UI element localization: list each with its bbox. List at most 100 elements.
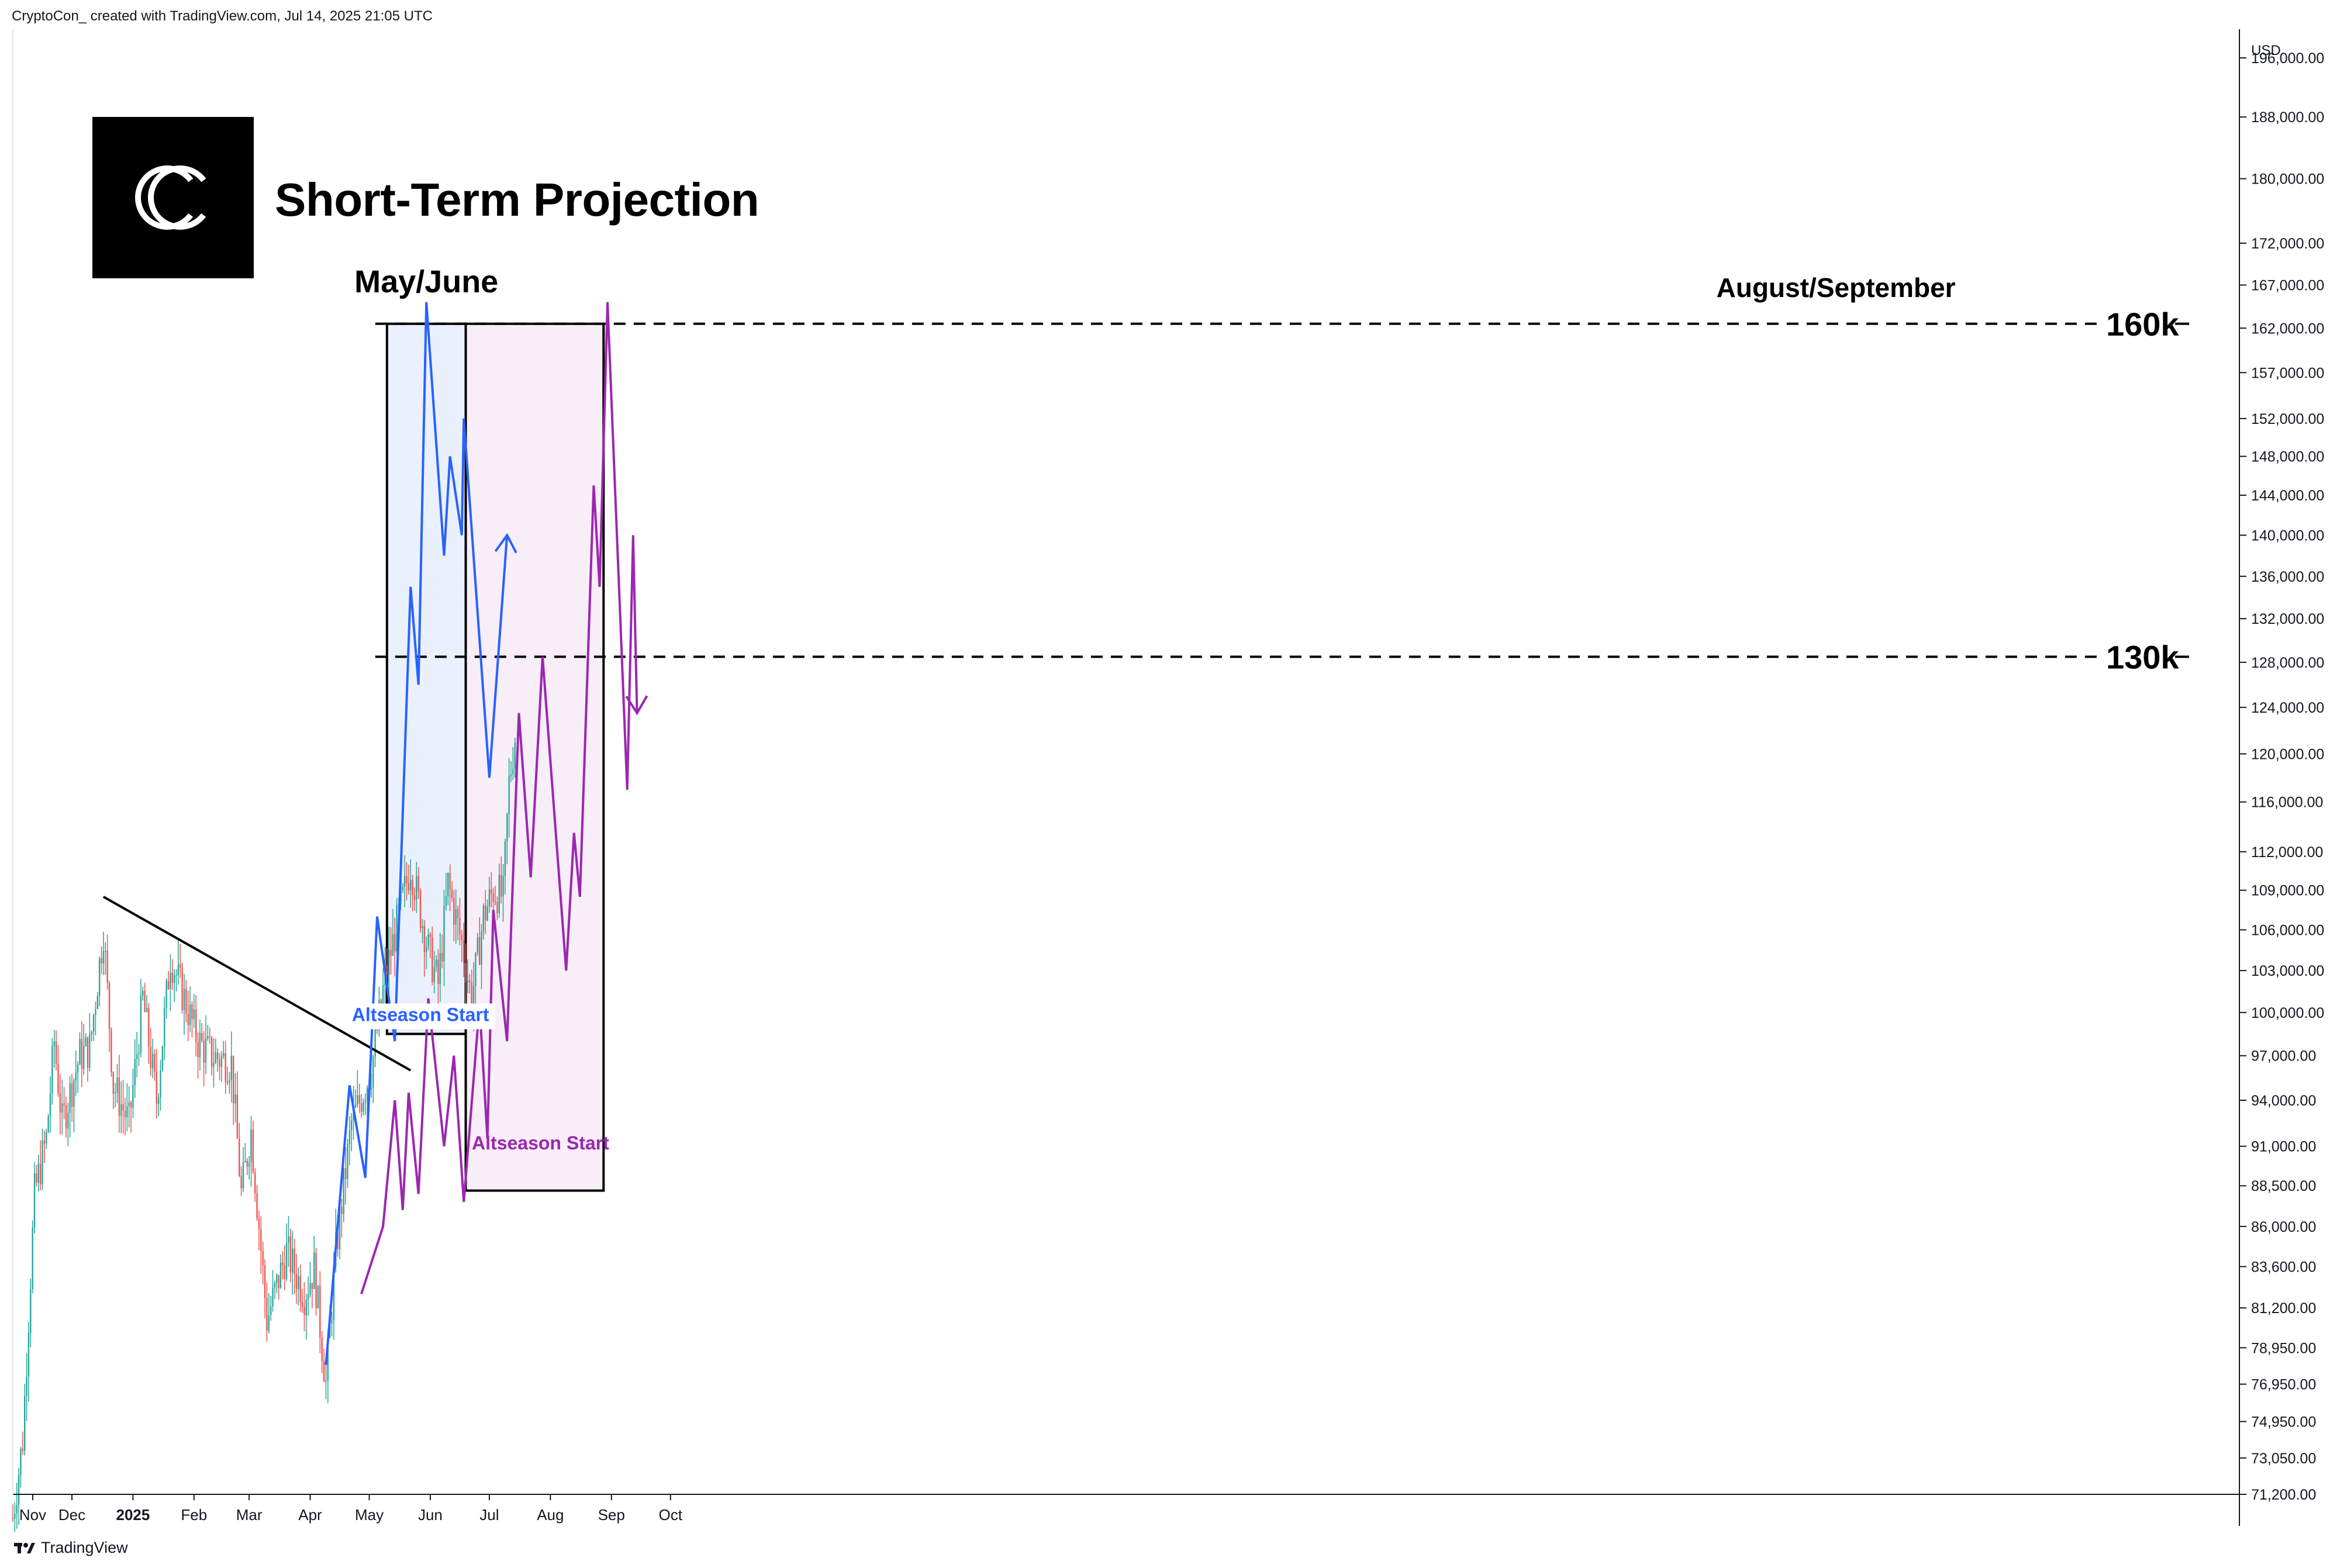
candle-body [114, 1092, 116, 1094]
candle-body [382, 985, 384, 1005]
candle-body [427, 934, 429, 947]
candle-body [102, 951, 105, 964]
candle-body [331, 1320, 333, 1324]
candle-body [417, 876, 419, 892]
candle-body [276, 1275, 278, 1283]
candle-body [266, 1298, 268, 1331]
candle-body [437, 959, 439, 985]
y-tick-label: 132,000.00 [2251, 611, 2324, 627]
candle-body [229, 1080, 230, 1083]
candle-body [248, 1162, 250, 1167]
x-tick-label: Oct [659, 1506, 683, 1524]
candle-body [372, 1056, 374, 1088]
candle-body [274, 1283, 276, 1288]
candle-body [386, 965, 388, 975]
candle-body [258, 1218, 260, 1229]
y-tick-label: 74,950.00 [2251, 1414, 2316, 1430]
y-tick-label: 128,000.00 [2251, 655, 2324, 671]
candle-body [433, 967, 435, 983]
candle-body [81, 1039, 83, 1069]
candle-body [343, 1168, 344, 1214]
tradingview-brand: TradingView [41, 1539, 128, 1556]
candle-body [37, 1163, 39, 1183]
tradingview-footer[interactable]: TradingView [14, 1539, 128, 1557]
altseason-label-2: Altseason Start [472, 1132, 609, 1153]
y-tick-label: 78,950.00 [2251, 1340, 2316, 1356]
candle-body [459, 918, 461, 935]
x-tick-label: Jun [418, 1506, 443, 1524]
level-label-130k: 130k [2106, 638, 2179, 675]
candle-body [419, 891, 422, 928]
candle-body [403, 876, 406, 887]
candle-body [390, 949, 392, 956]
candle-body [491, 889, 492, 894]
x-tick-label: Dec [58, 1506, 85, 1524]
y-tick-label: 103,000.00 [2251, 963, 2324, 979]
candle-body [457, 909, 459, 918]
y-tick-label: 76,950.00 [2251, 1377, 2316, 1393]
candle-body [453, 897, 455, 925]
x-tick-label: Nov [19, 1506, 46, 1524]
candle-body [36, 1173, 37, 1183]
trendline-layer [102, 896, 412, 1072]
candle-body [344, 1168, 347, 1179]
y-tick-label: 94,000.00 [2251, 1093, 2316, 1109]
candle-body [213, 1063, 215, 1067]
candle-body [396, 904, 398, 952]
candle-body [112, 1072, 114, 1094]
candle-body [482, 906, 485, 932]
candle-body [492, 893, 494, 902]
candle-body [394, 934, 396, 952]
candle-body [250, 1129, 252, 1163]
x-tick-label: 2025 [116, 1506, 150, 1524]
y-tick-label: 86,000.00 [2251, 1219, 2316, 1235]
projection-path-2 [360, 302, 638, 1294]
candle-body [128, 1102, 130, 1107]
candle-body [416, 876, 417, 900]
candle-body [77, 1064, 79, 1073]
candle-body [496, 902, 498, 913]
candle-body [156, 1072, 158, 1104]
candle-body [380, 1000, 382, 1005]
candle-body [22, 1448, 24, 1451]
candle-body [402, 886, 403, 890]
candle-body [478, 937, 481, 965]
candle-body [447, 873, 449, 897]
x-tick-label: Mar [236, 1506, 263, 1524]
candle-body [423, 925, 426, 952]
candle-body [506, 814, 508, 842]
candle-body [319, 1285, 321, 1338]
candle-body [142, 990, 144, 996]
candle-body [217, 1052, 219, 1060]
candle-body [14, 1513, 16, 1519]
candle-body [514, 742, 516, 769]
candle-body [118, 1077, 120, 1116]
candle-body [508, 776, 510, 814]
y-tick-label: 71,200.00 [2251, 1487, 2316, 1503]
candle-body [91, 1031, 92, 1035]
candle-body [61, 1103, 63, 1113]
candle-body [57, 1063, 59, 1094]
candle-body [180, 964, 181, 968]
candle-body [199, 1032, 201, 1058]
candle-body [358, 1095, 360, 1104]
candle-body [150, 1047, 151, 1068]
candle-body [439, 953, 441, 985]
candle-body [471, 982, 472, 1013]
y-tick-label: 97,000.00 [2251, 1048, 2316, 1065]
candle-body [130, 1102, 132, 1108]
candle-body [236, 1094, 239, 1139]
projection-zones [385, 322, 605, 1192]
candle-body [498, 875, 500, 913]
candle-body [132, 1085, 134, 1108]
candle-body [270, 1306, 272, 1315]
candle-body [500, 875, 502, 897]
candle-body [244, 1161, 246, 1162]
candle-body [307, 1294, 309, 1300]
candle-body [357, 1095, 358, 1105]
candle-body [246, 1161, 248, 1167]
x-tick-label: Aug [537, 1506, 564, 1524]
candle-body [89, 1034, 91, 1068]
